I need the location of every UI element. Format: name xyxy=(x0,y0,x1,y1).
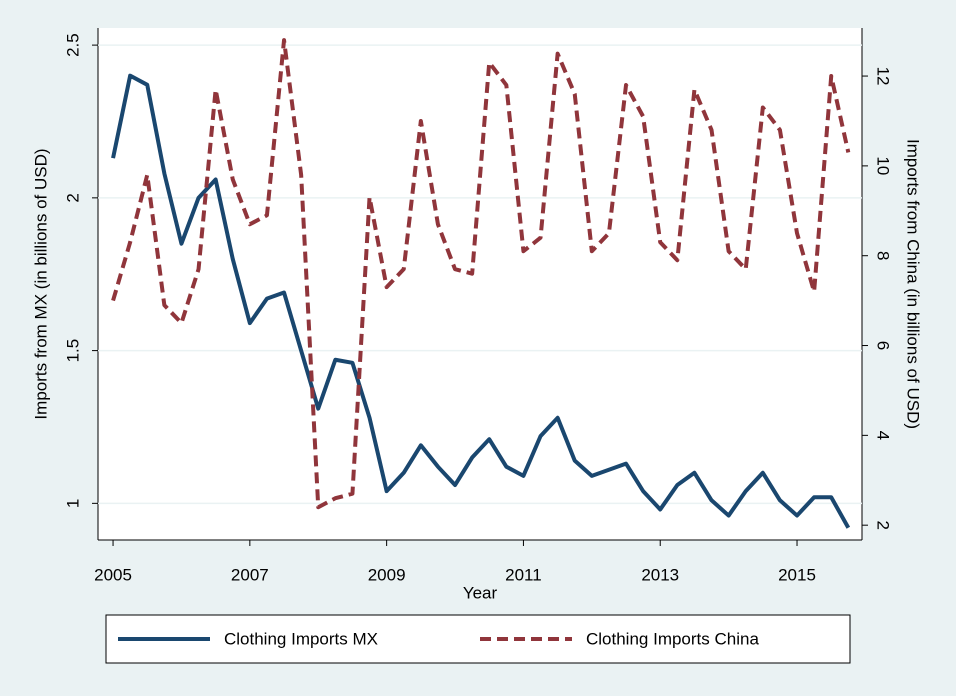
y-tick-label: 2.5 xyxy=(63,33,82,57)
y2-tick-label: 4 xyxy=(874,431,893,440)
y-tick-label: 2 xyxy=(63,193,82,202)
y-axis-title: Imports from MX (in billions of USD) xyxy=(31,148,50,419)
y2-tick-label: 10 xyxy=(874,156,893,175)
y2-tick-label: 2 xyxy=(874,520,893,529)
plot-area xyxy=(98,28,862,540)
y2-axis-title: Imports from China (in billions of USD) xyxy=(904,139,923,429)
y2-tick-label: 6 xyxy=(874,341,893,350)
y-tick-label: 1 xyxy=(63,499,82,508)
series-line xyxy=(111,38,851,510)
x-tick-label: 2009 xyxy=(368,565,406,584)
x-axis-title: Year xyxy=(463,583,498,602)
legend xyxy=(105,614,851,664)
x-tick-label: 2011 xyxy=(505,565,542,584)
x-tick-label: 2013 xyxy=(641,565,679,584)
y2-tick-label: 12 xyxy=(874,67,893,86)
y-tick-label: 1.5 xyxy=(63,339,82,363)
legend-label: Clothing Imports MX xyxy=(224,629,378,648)
series-line xyxy=(111,73,851,529)
legend-label: Clothing Imports China xyxy=(586,629,759,648)
x-tick-label: 2005 xyxy=(94,565,132,584)
y2-tick-label: 8 xyxy=(874,251,893,260)
x-tick-label: 2007 xyxy=(231,565,269,584)
x-tick-label: 2015 xyxy=(778,565,816,584)
